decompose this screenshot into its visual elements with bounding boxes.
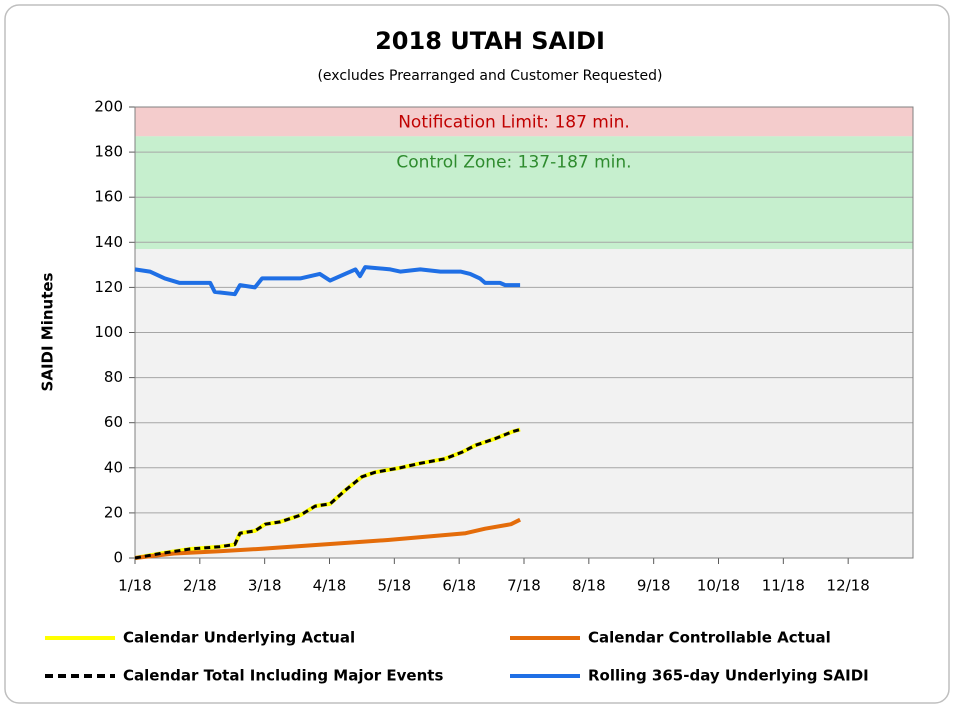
x-tick-label: 2/18 — [183, 577, 217, 595]
y-tick-label: 40 — [104, 458, 123, 476]
chart-subtitle: (excludes Prearranged and Customer Reque… — [317, 68, 662, 84]
legend-label: Calendar Controllable Actual — [588, 629, 831, 647]
y-tick-label: 140 — [94, 233, 123, 251]
y-tick-label: 20 — [104, 503, 123, 521]
y-tick-label: 180 — [94, 143, 123, 161]
x-tick-label: 7/18 — [507, 577, 541, 595]
y-tick-label: 60 — [104, 413, 123, 431]
x-tick-label: 12/18 — [827, 577, 870, 595]
y-tick-label: 80 — [104, 368, 123, 386]
y-tick-label: 0 — [113, 549, 123, 567]
y-tick-label: 200 — [94, 98, 123, 116]
x-tick-label: 1/18 — [118, 577, 152, 595]
zone-label: Notification Limit: 187 min. — [398, 113, 630, 133]
y-tick-label: 160 — [94, 188, 123, 206]
plot-border — [134, 106, 914, 559]
series-line — [134, 265, 521, 297]
x-tick-label: 6/18 — [442, 577, 476, 595]
legend-label: Calendar Underlying Actual — [123, 629, 355, 647]
y-tick-label: 100 — [94, 323, 123, 341]
x-tick-label: 5/18 — [377, 577, 411, 595]
x-tick-label: 11/18 — [762, 577, 805, 595]
x-tick-label: 3/18 — [248, 577, 282, 595]
zone-band — [135, 136, 913, 250]
legend-label: Calendar Total Including Major Events — [123, 667, 443, 685]
chart-title: 2018 UTAH SAIDI — [375, 27, 605, 55]
zone-label: Control Zone: 137-187 min. — [396, 153, 631, 173]
x-tick-label: 10/18 — [697, 577, 740, 595]
zone-band — [135, 107, 913, 137]
x-tick-label: 8/18 — [572, 577, 606, 595]
y-axis-label: SAIDI Minutes — [39, 272, 57, 391]
y-tick-label: 120 — [94, 278, 123, 296]
series-line — [134, 428, 521, 560]
legend-label: Rolling 365-day Underlying SAIDI — [588, 667, 869, 685]
x-tick-label: 9/18 — [637, 577, 671, 595]
series-line — [134, 517, 521, 560]
x-tick-label: 4/18 — [313, 577, 347, 595]
